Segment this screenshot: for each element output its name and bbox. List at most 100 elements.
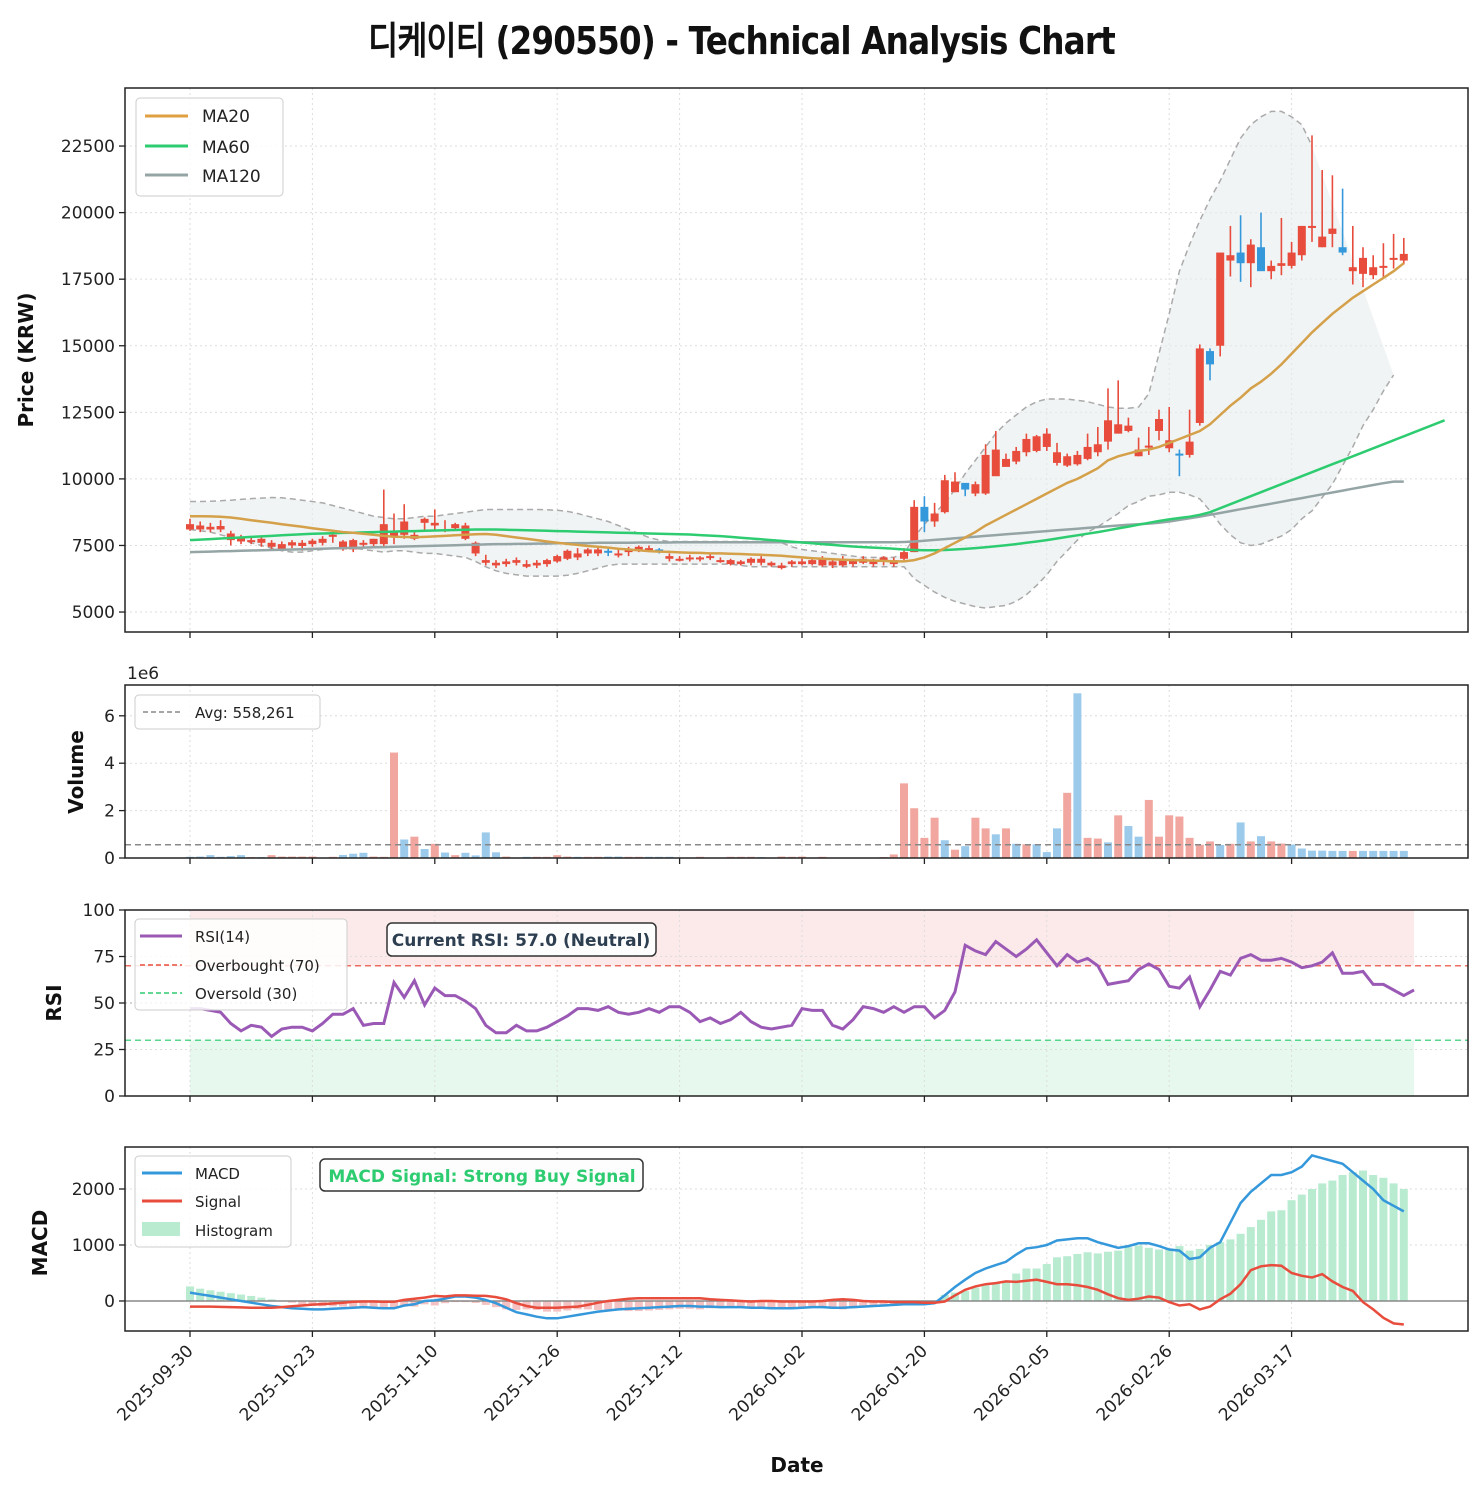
histogram-bar — [1012, 1273, 1021, 1301]
volume-bar — [1379, 850, 1388, 858]
candle-body — [1032, 436, 1041, 451]
legend-macd: MACD — [195, 1165, 240, 1183]
candle-body — [1063, 456, 1072, 466]
bollinger-fill — [190, 111, 1394, 609]
volume-bar — [1206, 841, 1214, 858]
candle-body — [675, 558, 684, 561]
candle-body — [849, 560, 857, 565]
x-tick-label: 2025-11-10 — [358, 1341, 442, 1425]
candle-body — [339, 541, 347, 550]
rsi-xticks — [189, 1096, 1293, 1102]
histogram-bar — [430, 1300, 439, 1306]
volume-bar — [420, 848, 429, 858]
histogram-bar — [645, 1300, 653, 1311]
x-tick-label: 2026-03-17 — [1215, 1341, 1299, 1425]
candle-body — [736, 561, 745, 565]
candle-body — [1348, 267, 1357, 272]
candle-body — [767, 562, 776, 566]
volume-xticks — [189, 858, 1293, 864]
volume-bar — [1114, 815, 1123, 858]
volume-bar — [1134, 836, 1143, 858]
candle-body — [492, 562, 500, 566]
macd-ylabel: MACD — [28, 1210, 52, 1277]
candle-body — [430, 522, 439, 526]
volume-bar — [359, 852, 368, 858]
volume-bar — [441, 852, 449, 858]
y-tick-label: 50 — [93, 994, 115, 1014]
volume-bar — [920, 837, 929, 858]
histogram-bar — [1226, 1239, 1235, 1301]
y-tick-label: 1000 — [72, 1236, 115, 1256]
histogram-bar — [614, 1300, 623, 1311]
histogram-bar — [379, 1300, 388, 1308]
candle-body — [706, 556, 715, 559]
candle-body — [1124, 425, 1133, 431]
histogram-bar — [849, 1300, 857, 1309]
candle-body — [553, 556, 562, 562]
rsi-annotation: Current RSI: 57.0 (Neutral) — [386, 922, 657, 957]
rsi-panel: 0 25 50 75 100 RSI RSI(14) Overbought (70) O… — [42, 901, 1469, 1107]
candle-body — [1104, 420, 1112, 442]
volume-bar — [1063, 792, 1072, 858]
overbought-zone — [190, 910, 1414, 966]
candle-body — [420, 518, 429, 523]
candle-body — [1338, 247, 1347, 253]
histogram-bar — [1257, 1219, 1265, 1301]
histogram-bar — [1369, 1174, 1378, 1301]
volume-bar — [471, 855, 480, 858]
histogram-bar — [563, 1300, 572, 1311]
histogram-bar — [420, 1300, 429, 1305]
x-tick-label: 2025-10-23 — [236, 1341, 320, 1425]
histogram-bar — [665, 1300, 674, 1310]
histogram-bar — [838, 1300, 847, 1310]
candle-body — [1328, 228, 1337, 234]
volume-bar — [1328, 850, 1337, 858]
volume-bar — [1267, 841, 1276, 858]
candle-body — [1318, 236, 1327, 248]
y-tick-label: 0 — [104, 1087, 115, 1107]
candle-body — [1114, 424, 1123, 434]
y-tick-label: 20000 — [61, 204, 115, 224]
candle-body — [1144, 445, 1153, 448]
histogram-bar — [604, 1300, 613, 1311]
candle-body — [696, 557, 704, 560]
histogram-bar — [1195, 1248, 1204, 1301]
volume-bar — [1297, 848, 1306, 858]
volume-bar — [349, 853, 358, 858]
candle-body — [359, 542, 368, 545]
candle-body — [614, 553, 623, 556]
x-tick-label: 2026-01-20 — [848, 1341, 932, 1425]
candle-body — [798, 561, 806, 565]
y-tick-label: 100 — [83, 901, 115, 921]
volume-bar — [1257, 836, 1265, 858]
candle-body — [379, 524, 388, 545]
volume-bar — [461, 852, 470, 858]
candle-body — [1073, 454, 1082, 465]
histogram-bar — [787, 1300, 796, 1308]
candle-body — [573, 553, 582, 558]
volume-bar — [1226, 843, 1235, 858]
price-xticks — [189, 632, 1293, 638]
candle-body — [1369, 267, 1378, 276]
histogram-bar — [1093, 1253, 1102, 1301]
volume-bar — [237, 855, 245, 858]
histogram-bar — [1032, 1268, 1041, 1301]
candle-body — [910, 506, 919, 553]
candle-body — [716, 560, 725, 563]
volume-ylabel: Volume — [64, 730, 88, 814]
volume-bar — [1042, 852, 1051, 858]
histogram-bar — [1328, 1180, 1337, 1301]
macd-legend: MACD Signal Histogram — [134, 1155, 292, 1248]
volume-legend-box — [134, 694, 321, 730]
histogram-bar — [1114, 1250, 1123, 1301]
histogram-legend-swatch — [142, 1222, 180, 1236]
candle-body — [247, 540, 256, 543]
candle-body — [1246, 244, 1255, 264]
candle-body — [400, 521, 409, 535]
volume-bar — [971, 817, 980, 858]
x-tick-label: 2026-02-26 — [1093, 1341, 1177, 1425]
histogram-bar — [1308, 1188, 1316, 1301]
histogram-bar — [808, 1300, 817, 1307]
histogram-bar — [624, 1300, 633, 1312]
